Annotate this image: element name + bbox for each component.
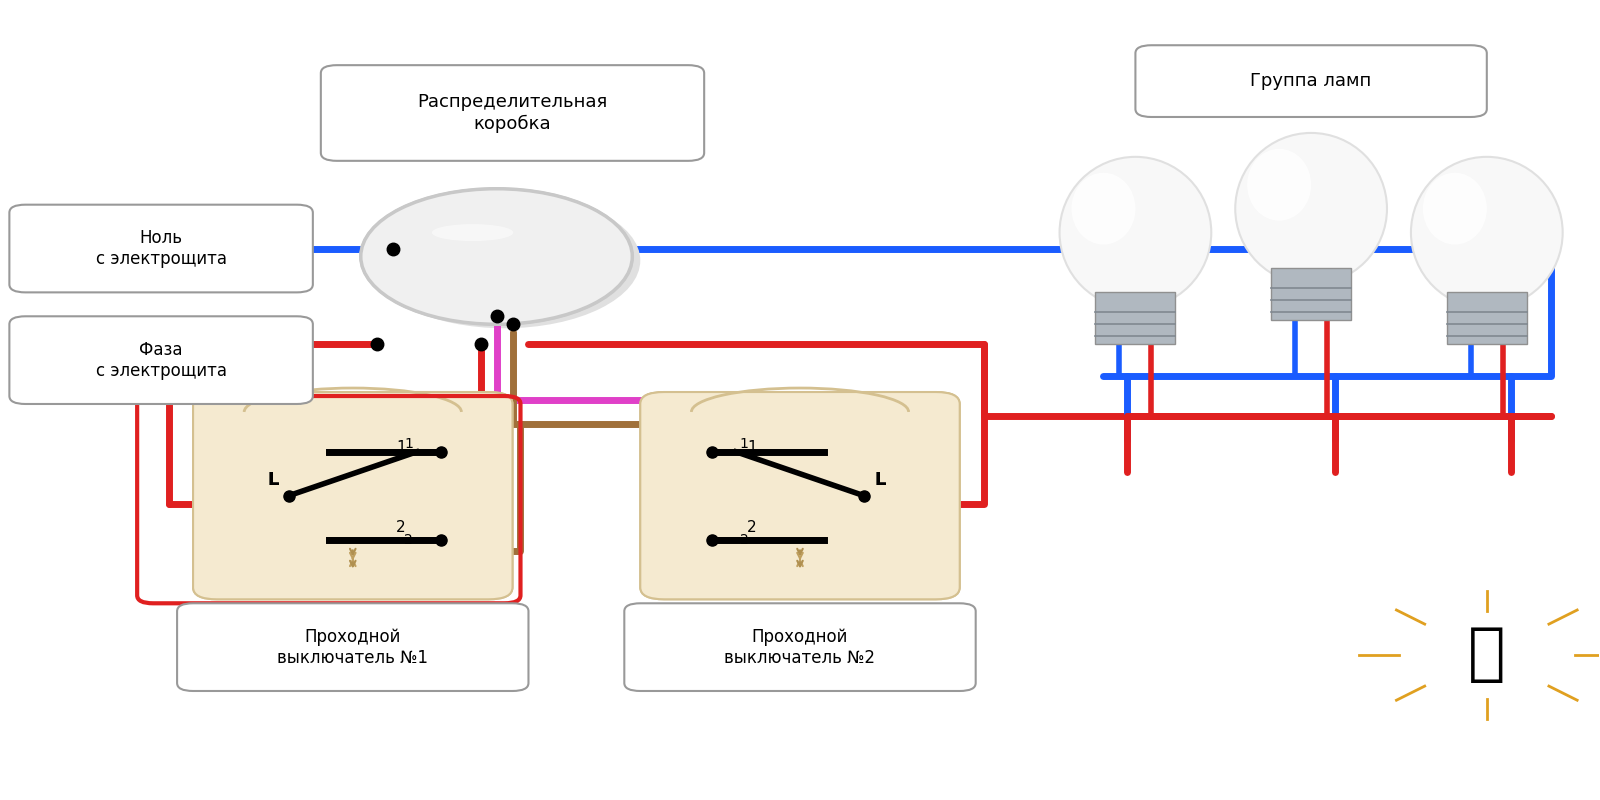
Text: 1: 1 (405, 437, 413, 451)
Text: L: L (874, 470, 885, 489)
FancyBboxPatch shape (10, 316, 314, 404)
Text: 2: 2 (747, 520, 757, 535)
FancyBboxPatch shape (640, 392, 960, 599)
FancyBboxPatch shape (1270, 269, 1350, 320)
Text: 1: 1 (747, 440, 757, 455)
Ellipse shape (1072, 173, 1136, 245)
Text: 👏: 👏 (1469, 625, 1506, 685)
Ellipse shape (1248, 149, 1310, 221)
Text: Группа ламп: Группа ламп (1251, 72, 1371, 90)
Text: 2: 2 (395, 520, 405, 535)
Text: L: L (267, 470, 278, 489)
FancyBboxPatch shape (178, 603, 528, 691)
Text: Проходной
выключатель №1: Проходной выключатель №1 (277, 628, 429, 666)
Text: 1: 1 (739, 437, 749, 451)
Text: Фаза
с электрощита: Фаза с электрощита (96, 341, 227, 379)
FancyBboxPatch shape (640, 392, 960, 599)
Ellipse shape (1422, 173, 1486, 245)
Text: L: L (267, 470, 278, 489)
Text: 2: 2 (405, 533, 413, 546)
Text: L: L (874, 470, 885, 489)
Text: 1: 1 (395, 440, 405, 455)
FancyBboxPatch shape (1096, 292, 1176, 344)
Ellipse shape (1059, 157, 1211, 308)
FancyBboxPatch shape (1136, 46, 1486, 117)
Ellipse shape (432, 224, 514, 241)
FancyBboxPatch shape (1446, 292, 1526, 344)
FancyBboxPatch shape (194, 392, 512, 599)
Ellipse shape (1411, 157, 1563, 308)
Text: Проходной
выключатель №2: Проходной выключатель №2 (725, 628, 875, 666)
Circle shape (368, 193, 640, 328)
FancyBboxPatch shape (624, 603, 976, 691)
FancyBboxPatch shape (10, 205, 314, 292)
Ellipse shape (1235, 133, 1387, 285)
Circle shape (360, 189, 632, 324)
FancyBboxPatch shape (194, 392, 512, 599)
Circle shape (360, 189, 632, 324)
Text: Ноль
с электрощита: Ноль с электрощита (96, 229, 227, 268)
FancyBboxPatch shape (322, 65, 704, 161)
Text: Распределительная
коробка: Распределительная коробка (418, 94, 608, 133)
Text: 2: 2 (739, 533, 749, 546)
